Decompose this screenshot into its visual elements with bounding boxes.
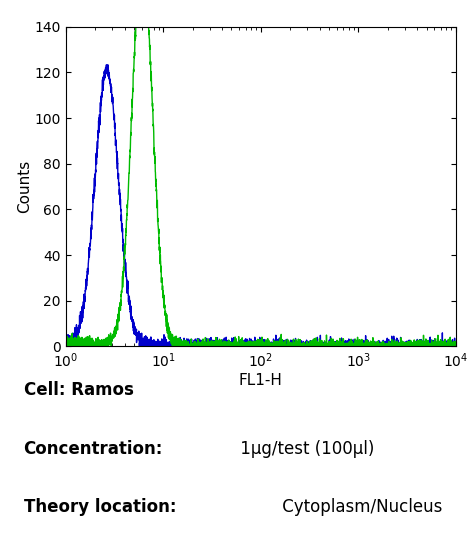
Text: Cell: Ramos: Cell: Ramos: [24, 381, 133, 399]
X-axis label: FL1-H: FL1-H: [239, 373, 283, 387]
Text: 1μg/test (100μl): 1μg/test (100μl): [235, 440, 375, 458]
Text: Theory location:: Theory location:: [24, 498, 176, 516]
Text: Cytoplasm/Nucleus: Cytoplasm/Nucleus: [277, 498, 443, 516]
Text: Concentration:: Concentration:: [24, 440, 163, 458]
Y-axis label: Counts: Counts: [17, 160, 32, 213]
